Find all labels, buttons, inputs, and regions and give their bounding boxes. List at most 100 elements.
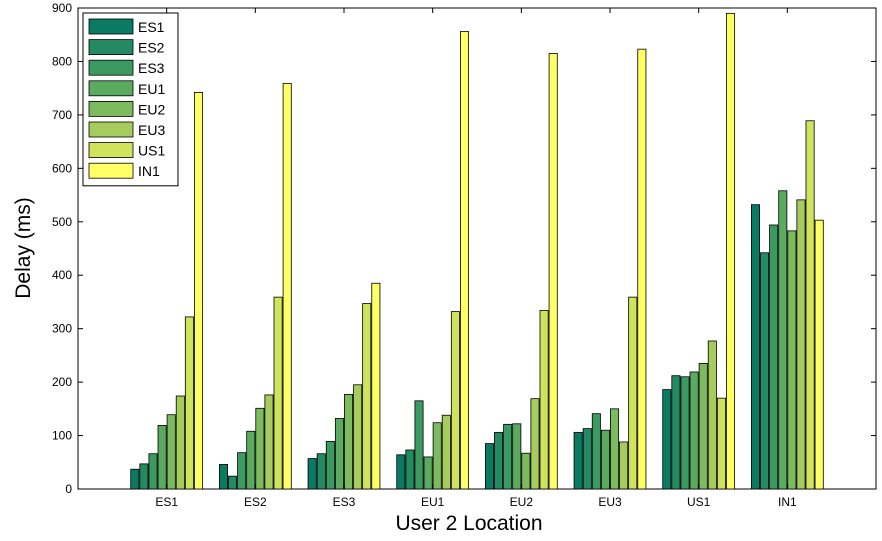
bar-eu1-eu3 — [600, 429, 610, 490]
bar-es2-eu2 — [494, 431, 504, 490]
bar-es3-es3 — [325, 441, 335, 490]
legend-swatch-eu2 — [88, 101, 134, 117]
legend-label-eu3: EU3 — [138, 122, 165, 138]
bar-us1-es3 — [362, 303, 372, 490]
bar-eu3-es1 — [175, 395, 185, 490]
bar-eu2-in1 — [787, 230, 797, 490]
bar-us1-in1 — [805, 120, 815, 490]
bar-es3-es2 — [237, 452, 247, 490]
y-tick-label: 0 — [65, 482, 72, 496]
y-tick-label: 700 — [52, 108, 72, 122]
x-tick-label-us1: US1 — [687, 495, 711, 509]
x-tick-label-eu1: EU1 — [421, 495, 445, 509]
x-tick-label-in1: IN1 — [778, 495, 797, 509]
bar-in1-eu2 — [548, 53, 558, 490]
bar-eu3-es2 — [264, 394, 274, 490]
bar-in1-es2 — [282, 82, 292, 490]
bar-es3-eu3 — [591, 413, 601, 490]
bars — [130, 12, 824, 490]
y-tick-label: 900 — [52, 1, 72, 15]
bar-es1-eu2 — [484, 443, 494, 490]
bar-es2-in1 — [760, 252, 770, 490]
y-tick-label: 800 — [52, 54, 72, 68]
bar-eu3-eu3 — [619, 441, 629, 490]
bar-eu2-eu2 — [521, 452, 531, 490]
bar-eu1-eu1 — [423, 456, 433, 490]
bar-es2-us1 — [671, 375, 681, 490]
bar-eu2-eu1 — [432, 422, 442, 490]
legend-label-es2: ES2 — [138, 40, 165, 56]
bar-eu2-eu3 — [610, 408, 620, 490]
bar-es3-in1 — [769, 224, 779, 490]
axis-ticks: 0 100 200 300 400 500 600 700 800 900 ES1 ES2 ES3 EU1… — [52, 1, 876, 509]
bar-eu2-es3 — [344, 394, 354, 490]
bar-us1-es1 — [184, 316, 194, 490]
bar-es2-es1 — [139, 463, 149, 490]
bar-us1-eu3 — [628, 296, 638, 490]
legend-label-in1: IN1 — [138, 163, 160, 179]
bar-eu1-es3 — [334, 418, 344, 490]
bar-eu1-eu2 — [512, 423, 522, 490]
y-tick-label: 500 — [52, 215, 72, 229]
bar-es1-es1 — [130, 468, 140, 490]
bar-es3-es1 — [148, 453, 158, 490]
bar-es1-in1 — [750, 204, 760, 490]
y-tick-label: 600 — [52, 161, 72, 175]
bar-eu1-us1 — [689, 371, 699, 490]
bar-eu2-es2 — [255, 407, 265, 490]
y-axis-title: Delay (ms) — [12, 197, 35, 299]
legend-swatch-us1 — [88, 142, 134, 159]
bar-in1-us1 — [726, 12, 736, 490]
y-tick-label: 100 — [52, 429, 72, 443]
bar-in1-eu1 — [460, 31, 470, 490]
bar-es2-es2 — [228, 475, 238, 490]
y-tick-label: 200 — [52, 375, 72, 389]
bar-eu1-es1 — [157, 425, 167, 490]
bar-es2-es3 — [316, 453, 326, 490]
x-axis-title: User 2 Location — [395, 512, 542, 535]
y-tick-label: 300 — [52, 322, 72, 336]
bar-es1-es2 — [218, 464, 228, 490]
bar-eu3-us1 — [707, 340, 717, 490]
legend-swatch-es1 — [88, 18, 134, 35]
bar-eu3-in1 — [796, 199, 806, 490]
bar-in1-es3 — [371, 282, 381, 490]
bar-in1-es1 — [194, 92, 204, 490]
bar-es1-eu3 — [573, 431, 583, 490]
legend: ES1 ES2 ES3 EU1 EU2 EU3 US1 IN1 — [82, 12, 179, 187]
bar-us1-es2 — [273, 296, 283, 490]
legend-swatch-eu3 — [88, 121, 134, 138]
plot-area — [77, 7, 877, 490]
legend-label-eu2: EU2 — [138, 101, 165, 117]
bar-es3-us1 — [680, 376, 690, 490]
bar-us1-eu2 — [539, 310, 549, 490]
legend-swatch-es3 — [88, 59, 134, 76]
bar-eu2-us1 — [698, 363, 708, 490]
legend-label-es1: ES1 — [138, 19, 165, 35]
bar-es3-eu1 — [414, 400, 424, 490]
bar-es2-eu3 — [582, 428, 592, 490]
bar-us1-eu1 — [450, 311, 460, 490]
legend-swatch-eu1 — [88, 80, 134, 97]
bar-es1-us1 — [662, 389, 672, 490]
bar-in1-eu3 — [637, 48, 647, 490]
bar-eu3-eu1 — [441, 414, 451, 490]
y-tick-label: 400 — [52, 268, 72, 282]
bar-eu3-eu2 — [530, 398, 540, 490]
legend-label-es3: ES3 — [138, 60, 165, 76]
bar-in1-in1 — [814, 219, 824, 490]
bar-eu3-es3 — [353, 384, 363, 490]
x-tick-label-es3: ES3 — [333, 495, 356, 509]
bar-eu2-es1 — [166, 414, 176, 490]
bar-eu1-es2 — [246, 430, 256, 490]
legend-swatch-es2 — [88, 39, 134, 55]
x-tick-label-eu3: EU3 — [598, 495, 622, 509]
bar-es1-eu1 — [396, 454, 406, 490]
bar-eu1-in1 — [778, 190, 788, 490]
bar-es3-eu2 — [503, 423, 513, 490]
bar-us1-us1 — [716, 397, 726, 490]
legend-label-us1: US1 — [138, 143, 165, 159]
legend-swatch-in1 — [88, 162, 134, 179]
x-tick-label-eu2: EU2 — [510, 495, 534, 509]
